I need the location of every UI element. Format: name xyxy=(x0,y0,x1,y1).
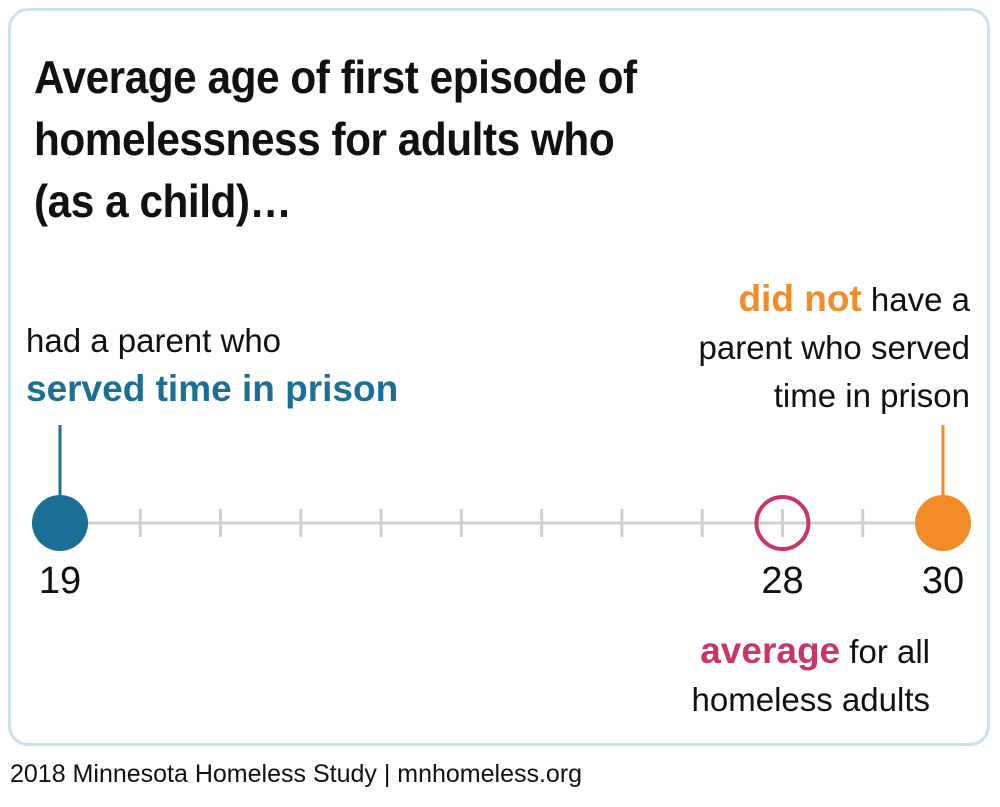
prison-label-plain: had a parent who xyxy=(26,322,282,359)
no-prison-emph: did not xyxy=(738,278,862,319)
average-point xyxy=(754,495,811,551)
prison-point xyxy=(32,495,88,551)
no-prison-line-3: time in prison xyxy=(773,377,970,414)
title-line-2: homelessness for adults who xyxy=(34,113,615,165)
point-value-label: 19 xyxy=(39,560,81,602)
point-value-label: 28 xyxy=(761,560,803,602)
no-prison-line-2: parent who served xyxy=(698,329,971,366)
chart-card xyxy=(8,8,990,746)
average-line-1-rest: for all xyxy=(840,633,930,670)
average-label: average for all homeless adults xyxy=(620,627,930,724)
title-line-3: (as a child)… xyxy=(34,175,292,227)
average-emph: average xyxy=(700,630,841,671)
chart-title: Average age of first episode of homeless… xyxy=(34,46,678,232)
no-prison-line-1: did not have a xyxy=(610,275,970,324)
prison-label-emph: served time in prison xyxy=(26,368,399,409)
no-prison-line-1-rest: have a xyxy=(861,281,970,318)
source-footer: 2018 Minnesota Homeless Study | mnhomele… xyxy=(10,760,583,788)
no-prison-point xyxy=(915,495,971,551)
average-line-1: average for all xyxy=(620,627,930,676)
prison-label: had a parent who served time in prison xyxy=(26,317,398,413)
title-line-1: Average age of first episode of xyxy=(34,51,637,103)
point-value-label: 30 xyxy=(922,560,964,602)
average-line-2: homeless adults xyxy=(691,681,930,718)
no-prison-label: did not have a parent who served time in… xyxy=(610,275,971,420)
